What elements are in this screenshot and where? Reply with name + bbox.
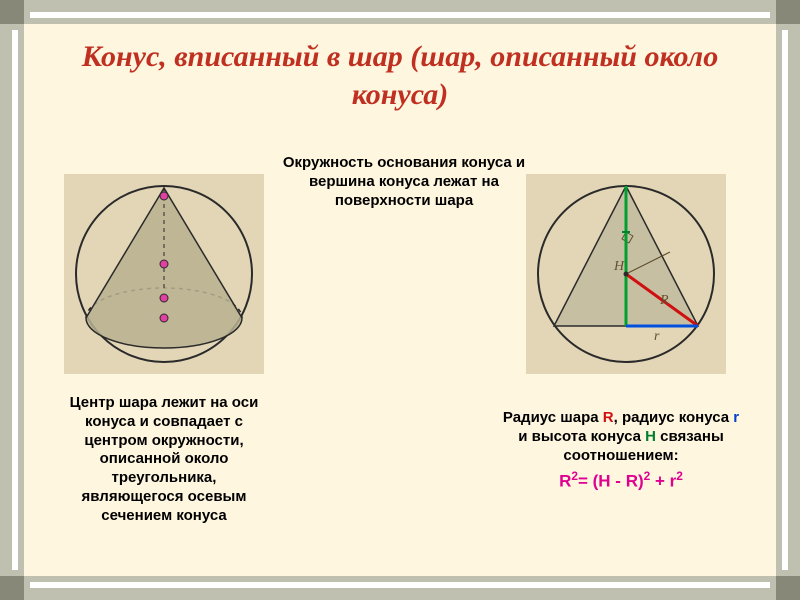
label-H: H	[645, 428, 656, 445]
frame-corner	[776, 0, 800, 24]
formula: R2= (H - R)2 + r2	[501, 469, 741, 492]
frame-corner	[776, 576, 800, 600]
frame-corner	[0, 576, 24, 600]
svg-text:R: R	[659, 293, 669, 308]
frame-bar	[30, 12, 770, 18]
slide-title: Конус, вписанный в шар (шар, описанный о…	[24, 24, 776, 113]
caption-text: , радиус конуса	[614, 409, 734, 426]
slide-frame: Конус, вписанный в шар (шар, описанный о…	[0, 0, 800, 600]
caption-top: Окружность основания конуса и вершина ко…	[274, 154, 534, 210]
svg-text:H: H	[613, 259, 625, 274]
label-r: r	[733, 409, 739, 426]
svg-text:r: r	[654, 329, 660, 344]
content-area: Окружность основания конуса и вершина ко…	[24, 154, 776, 576]
figure-right-2d: H R r	[526, 174, 726, 374]
frame-bar	[782, 30, 788, 570]
caption-text: Радиус шара	[503, 409, 603, 426]
caption-text: и высота конуса	[518, 428, 645, 445]
figure-left-3d	[64, 174, 264, 374]
frame-bar	[30, 582, 770, 588]
frame-corner	[0, 0, 24, 24]
caption-bottom-right: Радиус шара R, радиус конуса r и высота …	[501, 409, 741, 492]
frame-bar	[12, 30, 18, 570]
label-R: R	[603, 409, 614, 426]
caption-bottom-left: Центр шара лежит на оси конуса и совпада…	[59, 394, 269, 525]
slide-body: Конус, вписанный в шар (шар, описанный о…	[24, 24, 776, 576]
